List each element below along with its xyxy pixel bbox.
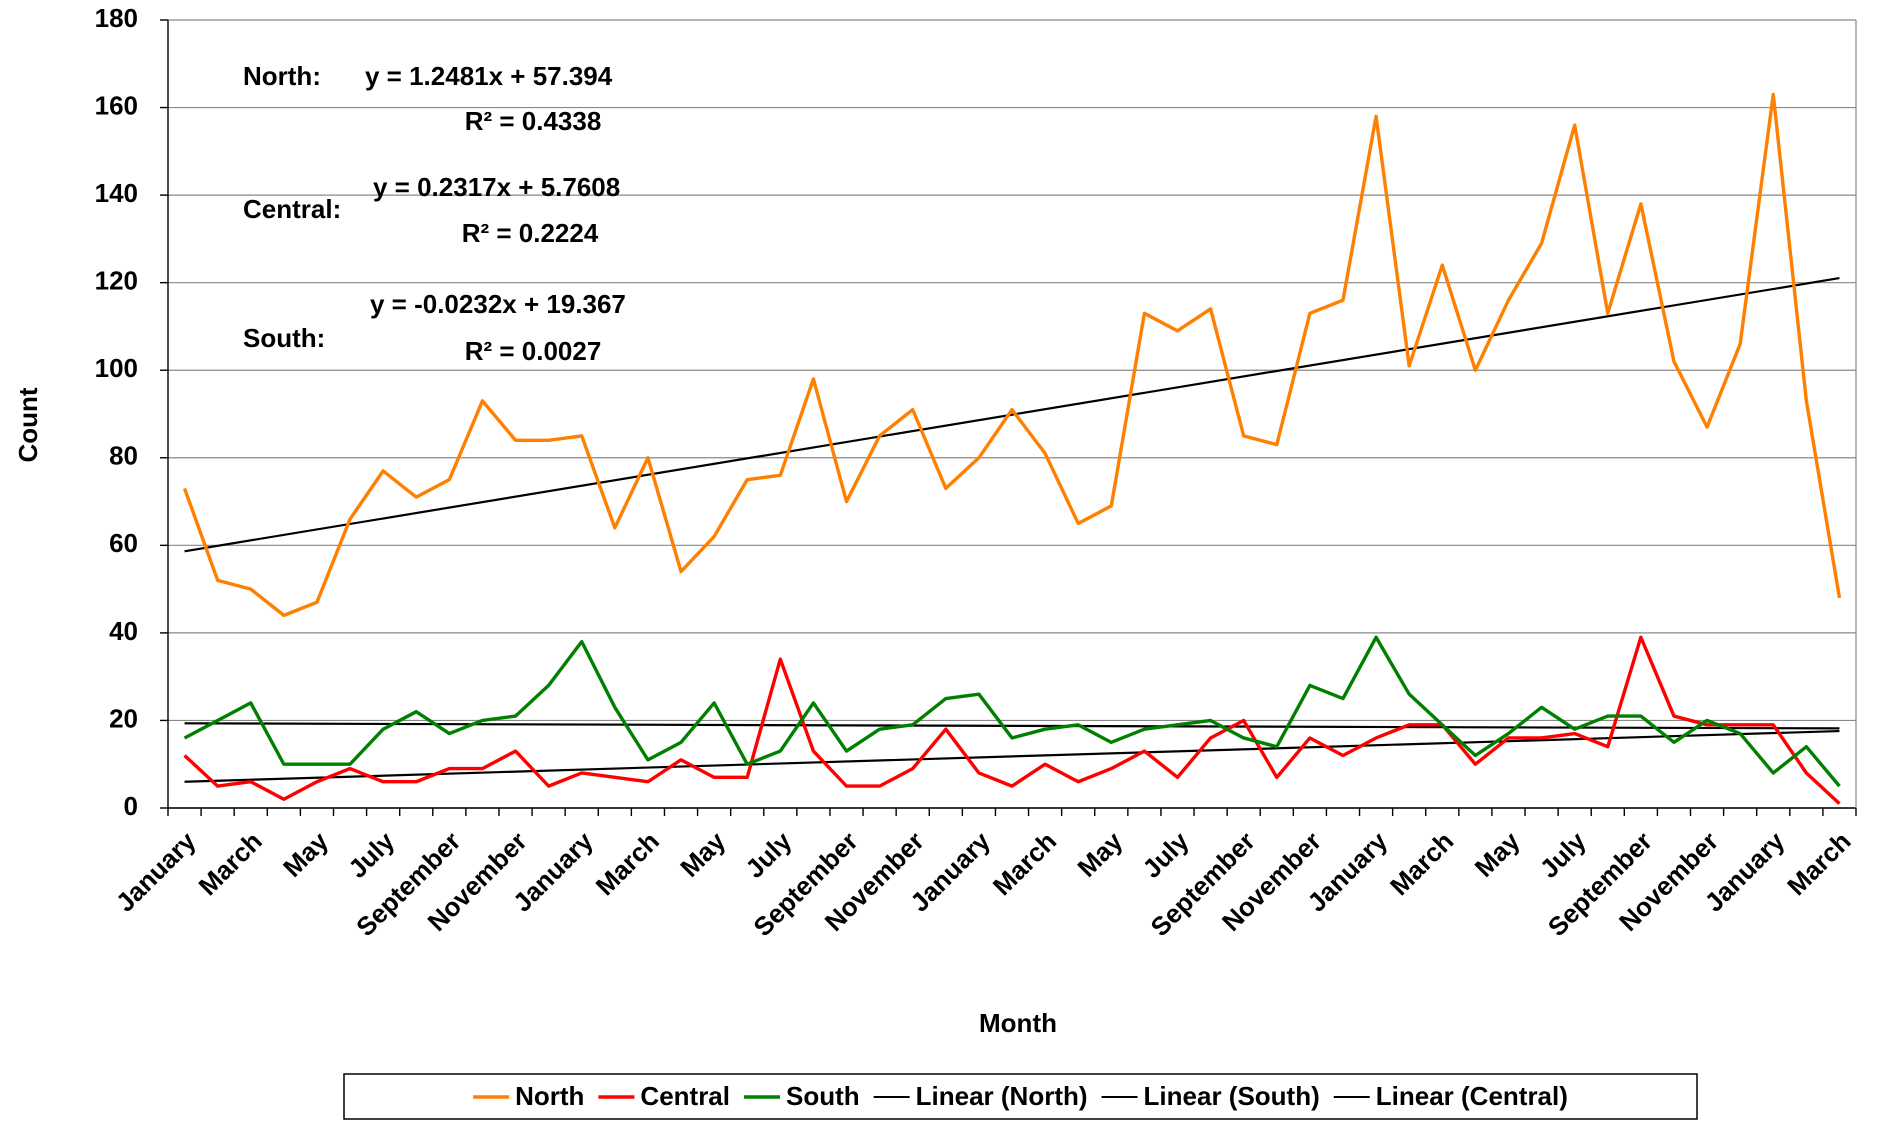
- legend-label: Central: [640, 1081, 730, 1111]
- y-tick-label: 60: [109, 528, 138, 558]
- annotation-r2: R² = 0.2224: [462, 218, 599, 248]
- trendline: [184, 276, 1840, 553]
- legend-label: North: [515, 1081, 584, 1111]
- legend-label: Linear (Central): [1376, 1081, 1568, 1111]
- annotation-equation: y = 1.2481x + 57.394: [365, 61, 613, 91]
- x-tick-label: May: [277, 826, 334, 883]
- y-tick-label: 0: [124, 791, 138, 821]
- legend-label: Linear (South): [1144, 1081, 1320, 1111]
- y-tick-label: 80: [109, 441, 138, 471]
- series-line: [182, 92, 1842, 618]
- annotation-label: South:: [243, 323, 325, 353]
- y-tick-label: 40: [109, 616, 138, 646]
- legend: North Central South Linear (North) Linear (S…: [473, 1081, 1568, 1111]
- x-tick-label: May: [674, 826, 731, 883]
- legend-label: South: [786, 1081, 860, 1111]
- x-tick-label: May: [1469, 826, 1526, 883]
- x-tick-label: March: [1781, 826, 1856, 901]
- x-axis-label: Month: [979, 1008, 1057, 1038]
- legend-label: Linear (North): [916, 1081, 1088, 1111]
- annotation-r2: R² = 0.0027: [465, 336, 602, 366]
- annotation-equation: y = -0.0232x + 19.367: [370, 289, 626, 319]
- x-tick-label: July: [1534, 826, 1592, 884]
- y-tick-label: 160: [95, 90, 138, 120]
- x-tick-label: July: [739, 826, 797, 884]
- y-tick-label: 120: [95, 266, 138, 296]
- y-tick-label: 180: [95, 3, 138, 33]
- annotation-equation: y = 0.2317x + 5.7608: [373, 172, 620, 202]
- legend-box: [343, 1073, 1698, 1120]
- trendline: [184, 722, 1840, 730]
- y-tick-label: 100: [95, 353, 138, 383]
- y-tick-label: 140: [95, 178, 138, 208]
- y-axis-label: Count: [13, 387, 43, 462]
- y-tick-label: 20: [109, 703, 138, 733]
- x-tick-label: March: [590, 826, 665, 901]
- annotation-r2: R² = 0.4338: [465, 106, 602, 136]
- x-tick-label: March: [987, 826, 1062, 901]
- x-tick-label: July: [342, 826, 400, 884]
- series-line: [183, 635, 1841, 788]
- x-tick-label: March: [192, 826, 267, 901]
- series-line: [183, 635, 1841, 805]
- trendline: [184, 729, 1840, 783]
- x-tick-label: July: [1137, 826, 1195, 884]
- x-tick-label: May: [1071, 826, 1128, 883]
- x-tick-label: March: [1384, 826, 1459, 901]
- x-tick-label: January: [110, 826, 202, 918]
- annotation-label: Central:: [243, 194, 341, 224]
- annotation-label: North:: [243, 61, 321, 91]
